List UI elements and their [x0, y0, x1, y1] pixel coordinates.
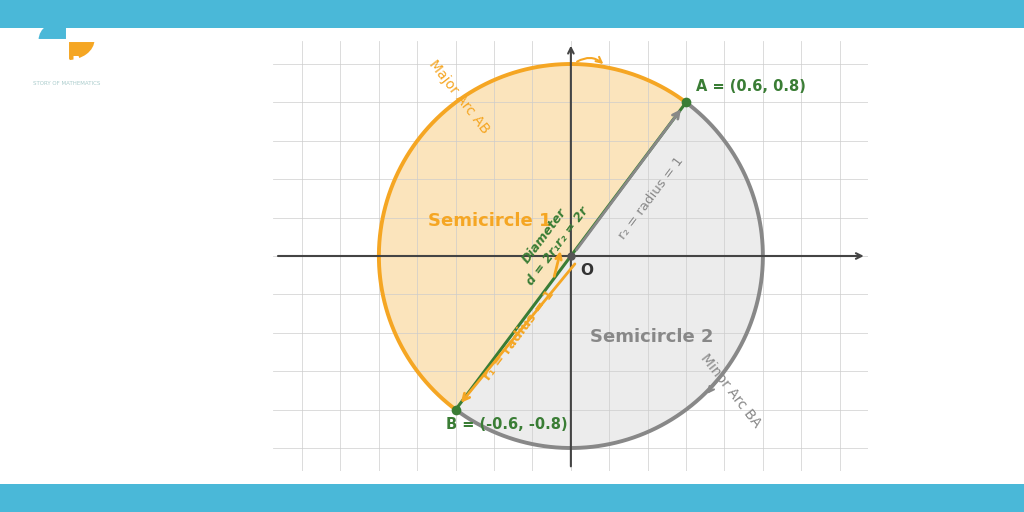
Wedge shape [39, 19, 67, 40]
Polygon shape [456, 102, 763, 448]
Text: O: O [581, 263, 594, 278]
Text: Minor Arc BA: Minor Arc BA [697, 351, 763, 430]
Wedge shape [67, 40, 94, 60]
Polygon shape [379, 64, 686, 410]
Text: Semicircle 1: Semicircle 1 [428, 212, 552, 230]
Text: Major Arc AB: Major Arc AB [426, 57, 493, 136]
Text: r₁ = radius = 1: r₁ = radius = 1 [481, 287, 557, 382]
Text: STORY OF MATHEMATICS: STORY OF MATHEMATICS [33, 81, 100, 86]
Text: SOM: SOM [40, 56, 93, 76]
Text: Semicircle 2: Semicircle 2 [590, 328, 714, 346]
Text: A = (0.6, 0.8): A = (0.6, 0.8) [695, 79, 806, 94]
Text: r₂ = radius = 1: r₂ = radius = 1 [616, 155, 687, 242]
Text: Diameter
d = 2r₁r₂ = 2r: Diameter d = 2r₁r₂ = 2r [511, 195, 591, 287]
Text: B = (-0.6, -0.8): B = (-0.6, -0.8) [446, 417, 567, 432]
